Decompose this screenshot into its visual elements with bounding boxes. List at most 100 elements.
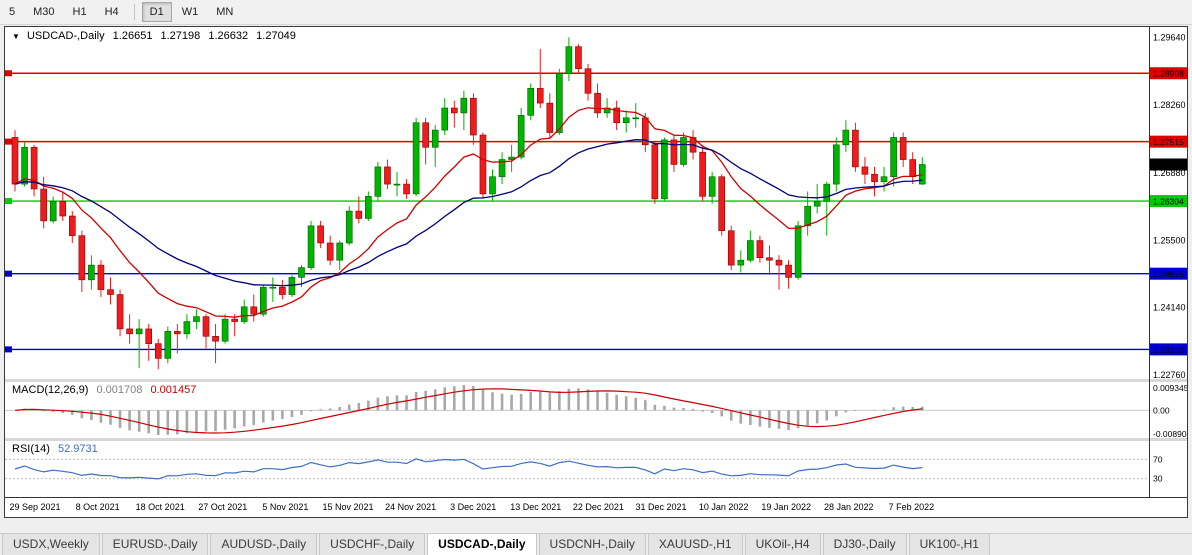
candle-body bbox=[317, 225, 324, 244]
macd-axis-max: 0.009345 bbox=[1153, 383, 1187, 393]
candle-body bbox=[699, 151, 706, 197]
candle-body bbox=[403, 183, 410, 195]
candle-body bbox=[575, 46, 582, 70]
tab-usdcnh-daily[interactable]: USDCNH-,Daily bbox=[538, 533, 646, 555]
time-axis: 29 Sep 2021 8 Oct 2021 18 Oct 2021 27 Oct 2… bbox=[9, 502, 934, 512]
candle-body bbox=[899, 137, 907, 160]
candle-body bbox=[622, 117, 630, 124]
candle-body bbox=[613, 107, 620, 124]
candle-body bbox=[231, 318, 238, 322]
timeframe-m30-button[interactable]: M30 bbox=[25, 2, 62, 22]
candle-body bbox=[107, 289, 114, 295]
candle-body bbox=[832, 144, 840, 185]
timeframe-w1-button[interactable]: W1 bbox=[174, 2, 207, 22]
candle-body bbox=[918, 164, 926, 185]
tab-eurusd-daily[interactable]: EURUSD-,Daily bbox=[101, 533, 209, 555]
candle-body bbox=[651, 144, 659, 200]
level-left-marker bbox=[5, 346, 12, 353]
candle-body bbox=[145, 328, 152, 344]
candle-body bbox=[240, 306, 248, 322]
candle-body bbox=[852, 129, 859, 168]
toolbar-separator bbox=[133, 4, 135, 20]
date-label: 22 Dec 2021 bbox=[573, 502, 624, 512]
level-lines-layer bbox=[5, 70, 1149, 353]
candle-body bbox=[766, 257, 773, 261]
price-tick-label: 1.28260 bbox=[1153, 100, 1186, 110]
candle-body bbox=[718, 176, 726, 232]
timeframe-d1-button[interactable]: D1 bbox=[141, 2, 172, 22]
date-label: 7 Feb 2022 bbox=[889, 502, 935, 512]
candle-body bbox=[890, 137, 897, 178]
candle-body bbox=[556, 73, 563, 133]
tab-uk100-h1[interactable]: UK100-,H1 bbox=[908, 533, 990, 555]
candle-body bbox=[250, 306, 258, 315]
timeframe-m5-button[interactable]: 5 bbox=[1, 2, 23, 22]
timeframe-toolbar: 5 M30 H1 H4 D1 W1 MN bbox=[0, 0, 1192, 25]
date-label: 5 Nov 2021 bbox=[262, 502, 308, 512]
tab-usdcad-daily[interactable]: USDCAD-,Daily bbox=[427, 533, 537, 555]
level-left-marker bbox=[5, 70, 12, 77]
level-left-marker bbox=[5, 138, 12, 145]
candle-body bbox=[116, 294, 124, 330]
candle-body bbox=[441, 107, 449, 131]
candle-body bbox=[479, 134, 487, 195]
candle-body bbox=[355, 210, 363, 219]
candle-body bbox=[823, 183, 831, 202]
tab-audusd-daily[interactable]: AUDUSD-,Daily bbox=[210, 533, 318, 555]
candle-body bbox=[393, 183, 401, 186]
candle-body bbox=[594, 92, 601, 114]
level-price-tag bbox=[1150, 135, 1187, 148]
svg-text:1.28908: 1.28908 bbox=[1153, 69, 1184, 79]
level-left-marker bbox=[5, 198, 12, 205]
timeframe-h1-button[interactable]: H1 bbox=[65, 2, 95, 22]
candle-body bbox=[737, 259, 745, 266]
candle-body bbox=[861, 166, 869, 175]
tab-usdx-weekly[interactable]: USDX,Weekly bbox=[2, 533, 100, 555]
date-label: 8 Oct 2021 bbox=[76, 502, 120, 512]
svg-text:1.27515: 1.27515 bbox=[1153, 137, 1184, 147]
tab-ukoil-h4[interactable]: UKOil-,H4 bbox=[744, 533, 821, 555]
rsi-level-label: 70 bbox=[1153, 454, 1163, 464]
candle-body bbox=[747, 240, 754, 261]
tab-xauusd-h1[interactable]: XAUUSD-,H1 bbox=[647, 533, 743, 555]
candle-body bbox=[842, 129, 850, 146]
chart-tab-bar: USDX,Weekly EURUSD-,Daily AUDUSD-,Daily … bbox=[0, 533, 1192, 555]
candle-body bbox=[880, 176, 888, 182]
date-label: 13 Dec 2021 bbox=[510, 502, 561, 512]
candle-body bbox=[489, 176, 496, 195]
level-price-tag bbox=[1150, 67, 1187, 80]
date-label: 18 Oct 2021 bbox=[136, 502, 185, 512]
current-price-tag bbox=[1150, 158, 1187, 171]
pane-separator bbox=[5, 379, 1187, 382]
candle-body bbox=[708, 176, 716, 197]
candle-body bbox=[307, 225, 315, 268]
candle-body bbox=[97, 264, 105, 290]
candle-body bbox=[221, 318, 229, 342]
candle-body bbox=[78, 235, 86, 281]
date-label: 27 Oct 2021 bbox=[198, 502, 247, 512]
rsi-pane: 70 30 bbox=[5, 454, 1163, 484]
timeframe-h4-button[interactable]: H4 bbox=[97, 2, 127, 22]
timeframe-mn-button[interactable]: MN bbox=[208, 2, 241, 22]
candle-body bbox=[336, 242, 344, 261]
price-axis: 1.29640 1.28260 1.26880 1.25500 1.24140 1.227… bbox=[1150, 32, 1187, 380]
candle-body bbox=[632, 117, 640, 120]
tab-usdchf-daily[interactable]: USDCHF-,Daily bbox=[319, 533, 426, 555]
candle-body bbox=[536, 88, 544, 104]
candle-body bbox=[680, 137, 687, 165]
tab-dj30-daily[interactable]: DJ30-,Daily bbox=[822, 533, 907, 555]
candle-body bbox=[384, 166, 391, 185]
date-label: 3 Dec 2021 bbox=[450, 502, 496, 512]
svg-text:1.26304: 1.26304 bbox=[1153, 197, 1184, 207]
date-label: 10 Jan 2022 bbox=[699, 502, 749, 512]
candle-body bbox=[470, 97, 477, 136]
price-chart[interactable]: 1.29640 1.28260 1.26880 1.25500 1.24140 1.227… bbox=[5, 27, 1187, 517]
pane-separator bbox=[5, 438, 1187, 441]
date-label: 24 Nov 2021 bbox=[385, 502, 436, 512]
price-tick-label: 1.29640 bbox=[1153, 32, 1186, 42]
candle-body bbox=[804, 205, 811, 227]
candle-body bbox=[584, 68, 592, 94]
candle-body bbox=[517, 115, 525, 158]
svg-text:1.23283: 1.23283 bbox=[1153, 345, 1184, 355]
candle-body bbox=[365, 196, 372, 219]
